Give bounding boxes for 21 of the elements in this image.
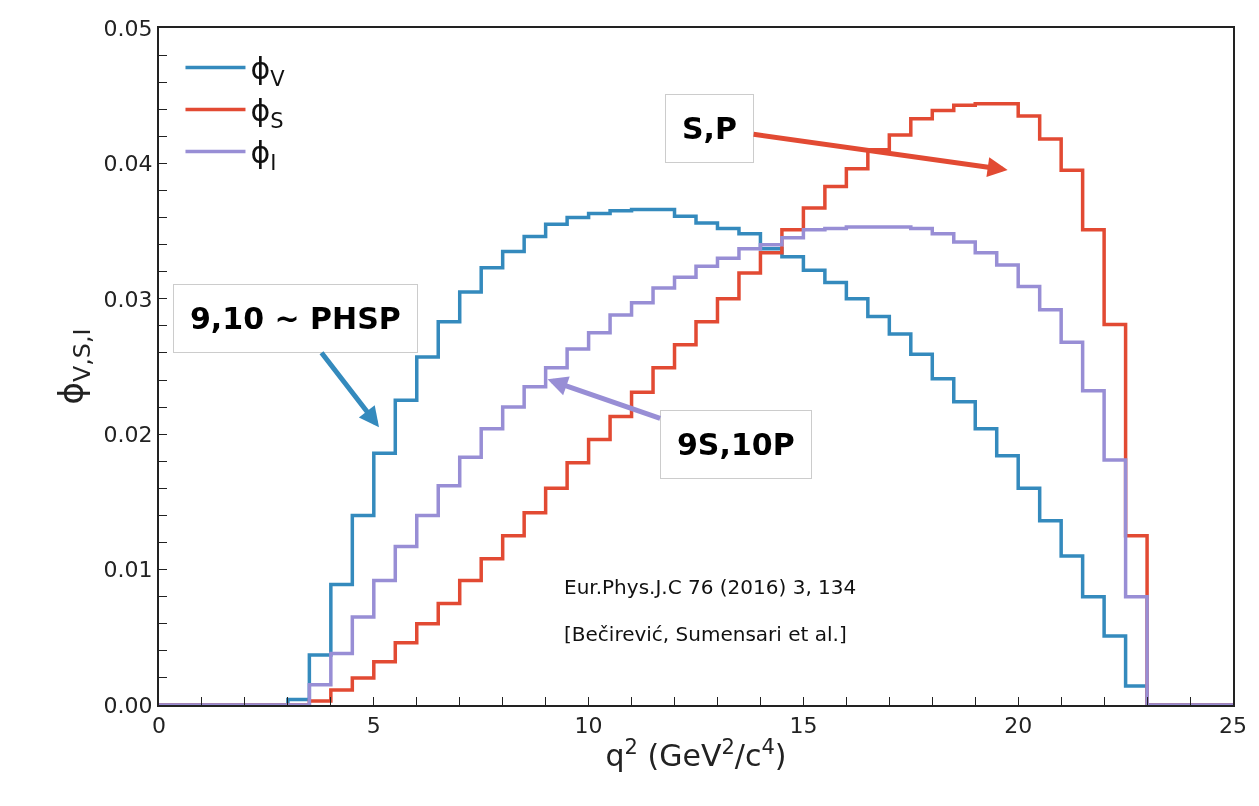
x-tick-label: 20 xyxy=(1004,713,1033,739)
legend-label: ϕ$_{I}$ xyxy=(250,135,277,175)
legend-label: ϕ$_{S}$ xyxy=(250,93,284,133)
x-tick-label: 10 xyxy=(574,713,603,739)
x-tick-label: 5 xyxy=(366,713,381,739)
annotation: S,P xyxy=(682,111,737,146)
annotation: 9,10 ~ PHSP xyxy=(190,301,401,336)
x-tick-label: 15 xyxy=(789,713,818,739)
y-tick-label: 0.05 xyxy=(103,15,153,41)
annotation: Eur.Phys.J.C 76 (2016) 3, 134 xyxy=(564,575,857,599)
y-tick-label: 0.02 xyxy=(103,421,153,447)
x-axis-title: q$^{2}$ (GeV$^{2}$/c$^{4}$) xyxy=(605,734,787,774)
x-tick-label: 25 xyxy=(1219,713,1247,739)
y-tick-label: 0.03 xyxy=(103,286,153,312)
x-tick-label: 0 xyxy=(152,713,166,739)
annotation: 9S,10P xyxy=(677,427,795,462)
annotation: [Bečirević, Sumensari et al.] xyxy=(564,622,847,646)
legend-label: ϕ$_{V}$ xyxy=(250,51,286,91)
y-tick-label: 0.01 xyxy=(103,557,153,583)
y-tick-label: 0.00 xyxy=(103,692,153,718)
y-tick-label: 0.04 xyxy=(103,151,153,177)
